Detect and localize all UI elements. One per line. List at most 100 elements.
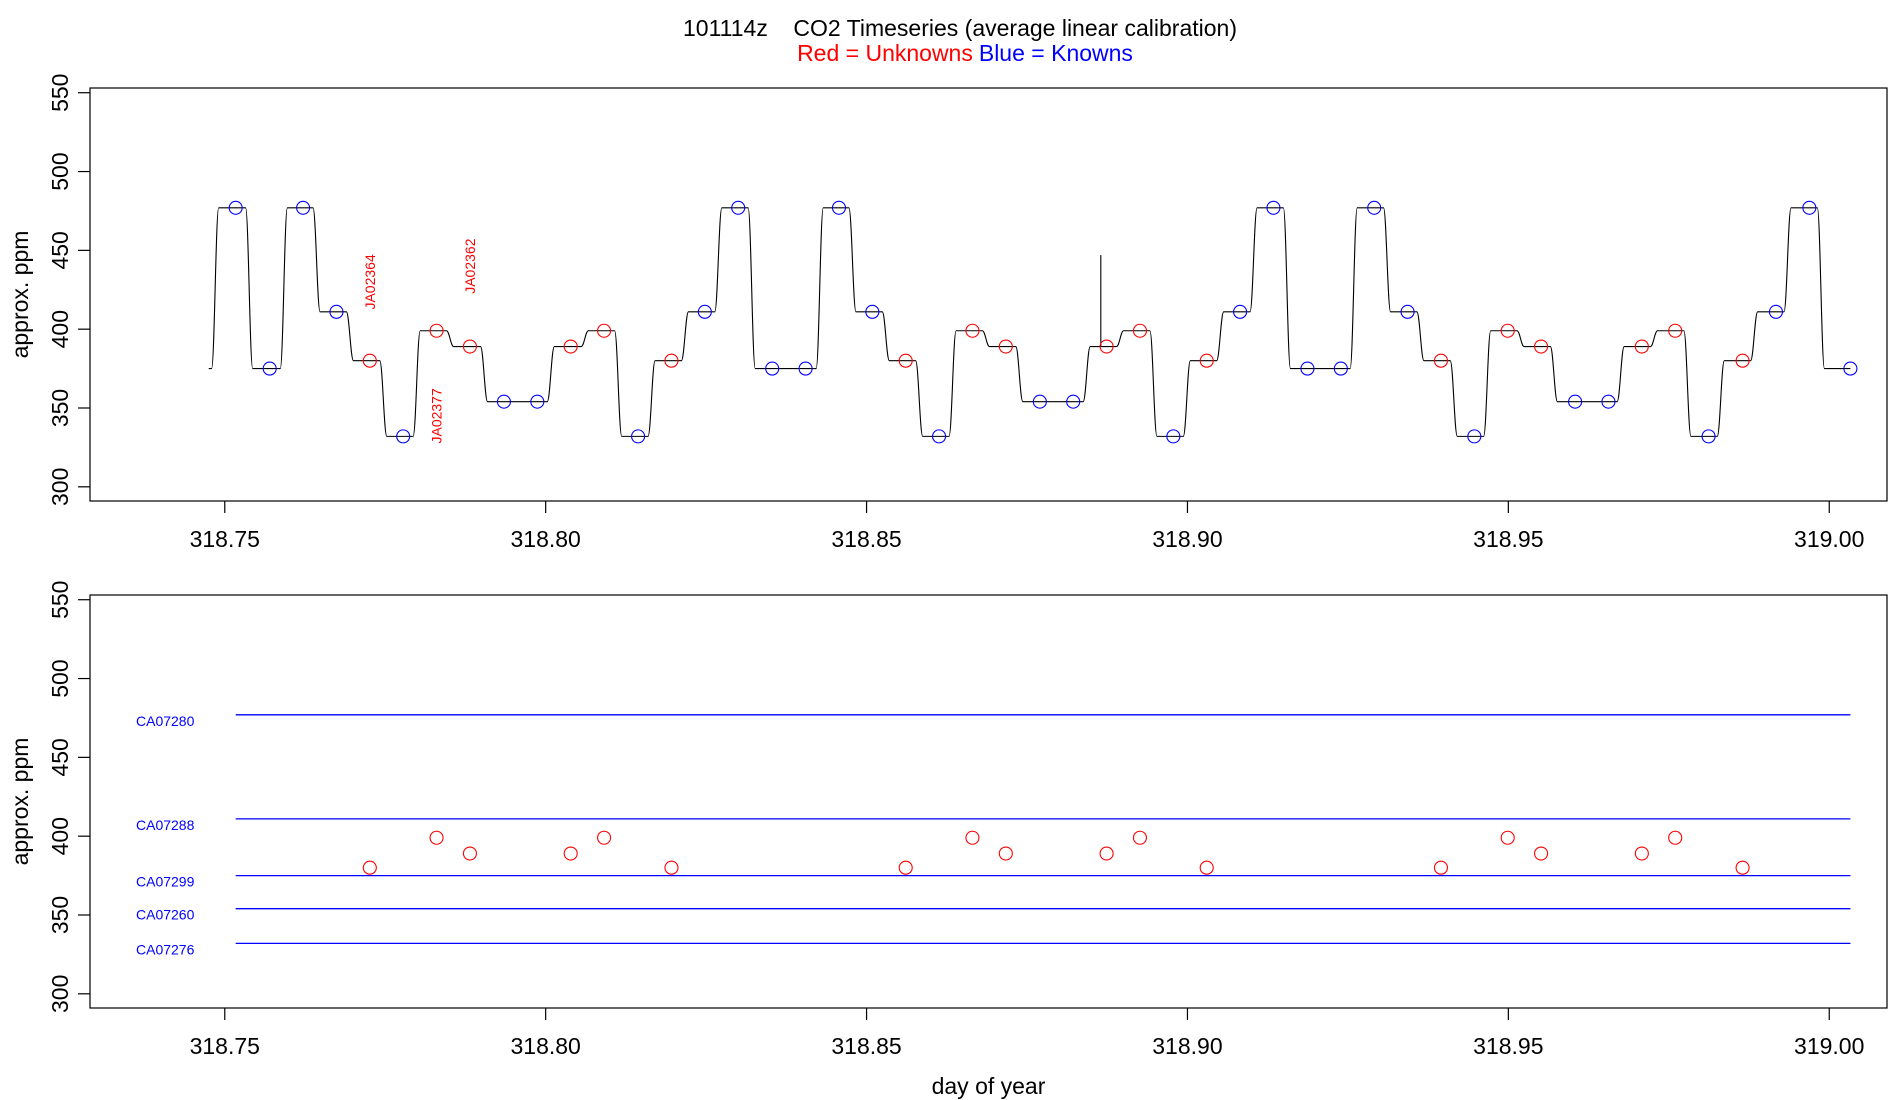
unknowns-point bbox=[664, 353, 679, 368]
unknowns-point bbox=[563, 339, 578, 354]
knowns-point bbox=[1701, 429, 1716, 444]
y-tick-label: 500 bbox=[47, 659, 73, 697]
knowns-point bbox=[1802, 200, 1817, 215]
unknowns-point bbox=[1735, 353, 1750, 368]
unknowns-point bbox=[965, 830, 980, 845]
sample-id-annotation: JA02364 bbox=[362, 254, 378, 309]
x-tick-label: 318.95 bbox=[1473, 526, 1543, 552]
x-tick-label: 318.85 bbox=[831, 526, 901, 552]
unknowns-point bbox=[1199, 353, 1214, 368]
legend-blue-label: Blue = Knowns bbox=[979, 40, 1133, 66]
x-axis-label: day of year bbox=[932, 1073, 1046, 1099]
knowns-point bbox=[1266, 200, 1281, 215]
knowns-point bbox=[932, 429, 947, 444]
unknowns-point bbox=[1132, 323, 1148, 338]
x-tick-label: 318.80 bbox=[510, 526, 580, 552]
unknowns-point bbox=[1634, 846, 1649, 861]
unknowns-point bbox=[898, 860, 913, 875]
knowns-point bbox=[296, 200, 311, 215]
x-tick-label: 318.75 bbox=[190, 526, 260, 552]
x-tick-label: 319.00 bbox=[1794, 526, 1864, 552]
figure-title: 101114z CO2 Timeseries (average linear c… bbox=[683, 15, 1237, 41]
unknowns-point bbox=[965, 323, 980, 338]
knowns-point bbox=[1768, 304, 1784, 319]
knowns-point bbox=[1333, 361, 1348, 376]
unknowns-point bbox=[362, 860, 377, 875]
x-tick-label: 319.00 bbox=[1794, 1033, 1864, 1059]
unknowns-point bbox=[429, 830, 444, 845]
standard-label: CA07260 bbox=[136, 907, 195, 923]
unknowns-point bbox=[1534, 339, 1549, 354]
unknowns-point bbox=[1668, 830, 1683, 845]
bottom-panel: 318.75 318.80 318.85 318.90 318.95 319.00 300 3… bbox=[7, 581, 1888, 1099]
y-axis-label: approx. ppm bbox=[7, 738, 33, 866]
standard-label: CA07280 bbox=[136, 713, 195, 729]
y-tick-label: 500 bbox=[47, 152, 73, 190]
knowns-point bbox=[1568, 394, 1583, 409]
sample-id-annotation: JA02362 bbox=[462, 238, 478, 293]
legend-red-label: Red = Unknowns bbox=[797, 40, 973, 66]
knowns-point bbox=[1601, 394, 1616, 409]
unknowns-point bbox=[462, 846, 477, 861]
x-tick-label: 318.80 bbox=[510, 1033, 580, 1059]
knowns-point bbox=[1233, 304, 1248, 319]
unknowns-point bbox=[1433, 860, 1449, 875]
legend-line: Red = Unknowns Blue = Knowns bbox=[797, 40, 1133, 66]
y-tick-label: 550 bbox=[47, 74, 73, 112]
unknowns-point bbox=[1735, 860, 1750, 875]
y-tick-label: 300 bbox=[47, 468, 73, 506]
unknowns-point bbox=[597, 830, 612, 845]
unknowns-point bbox=[898, 353, 913, 368]
y-tick-label: 300 bbox=[47, 975, 73, 1013]
standard-label: CA07276 bbox=[136, 941, 195, 957]
unknowns-point bbox=[429, 323, 444, 338]
standard-label: CA07299 bbox=[136, 874, 195, 890]
unknowns-point bbox=[1500, 830, 1515, 845]
knowns-point bbox=[1400, 304, 1415, 319]
x-tick-label: 318.95 bbox=[1473, 1033, 1543, 1059]
y-tick-label: 450 bbox=[47, 231, 73, 269]
knowns-point bbox=[865, 304, 880, 319]
unknowns-point bbox=[1668, 323, 1683, 338]
knowns-point bbox=[631, 429, 646, 444]
y-axis-label: approx. ppm bbox=[7, 231, 33, 359]
y-tick-label: 350 bbox=[47, 896, 73, 934]
unknowns-point bbox=[1132, 830, 1148, 845]
knowns-point bbox=[1166, 429, 1181, 444]
knowns-point bbox=[1066, 394, 1081, 409]
y-tick-label: 400 bbox=[47, 817, 73, 855]
knowns-point bbox=[798, 361, 813, 376]
top-panel: 318.75 318.80 318.85 318.90 318.95 319.00 300 3… bbox=[7, 74, 1888, 552]
x-tick-label: 318.75 bbox=[190, 1033, 260, 1059]
x-tick-label: 318.90 bbox=[1152, 526, 1222, 552]
standard-label: CA07288 bbox=[136, 817, 195, 833]
unknowns-point bbox=[998, 846, 1013, 861]
knowns-point bbox=[831, 200, 847, 215]
knowns-point bbox=[1300, 361, 1315, 376]
y-tick-label: 400 bbox=[47, 310, 73, 348]
unknowns-point bbox=[1199, 860, 1214, 875]
unknowns-point bbox=[1433, 353, 1449, 368]
knowns-point bbox=[731, 200, 746, 215]
y-tick-label: 550 bbox=[47, 581, 73, 619]
knowns-point bbox=[262, 361, 277, 376]
knowns-point bbox=[1367, 200, 1382, 215]
unknowns-point bbox=[664, 860, 679, 875]
knowns-point bbox=[228, 200, 243, 215]
unknowns-point bbox=[597, 323, 612, 338]
unknowns-point bbox=[998, 339, 1013, 354]
unknowns-point bbox=[563, 846, 578, 861]
knowns-point bbox=[765, 361, 780, 376]
knowns-point bbox=[697, 304, 712, 319]
knowns-point bbox=[530, 394, 545, 409]
knowns-point bbox=[1843, 361, 1858, 376]
unknowns-point bbox=[1634, 339, 1649, 354]
unknowns-point bbox=[462, 339, 477, 354]
unknowns-point bbox=[1099, 846, 1114, 861]
knowns-point bbox=[329, 304, 344, 319]
knowns-point bbox=[496, 394, 512, 409]
y-tick-label: 350 bbox=[47, 389, 73, 427]
knowns-point bbox=[396, 429, 411, 444]
knowns-point bbox=[1467, 429, 1482, 444]
